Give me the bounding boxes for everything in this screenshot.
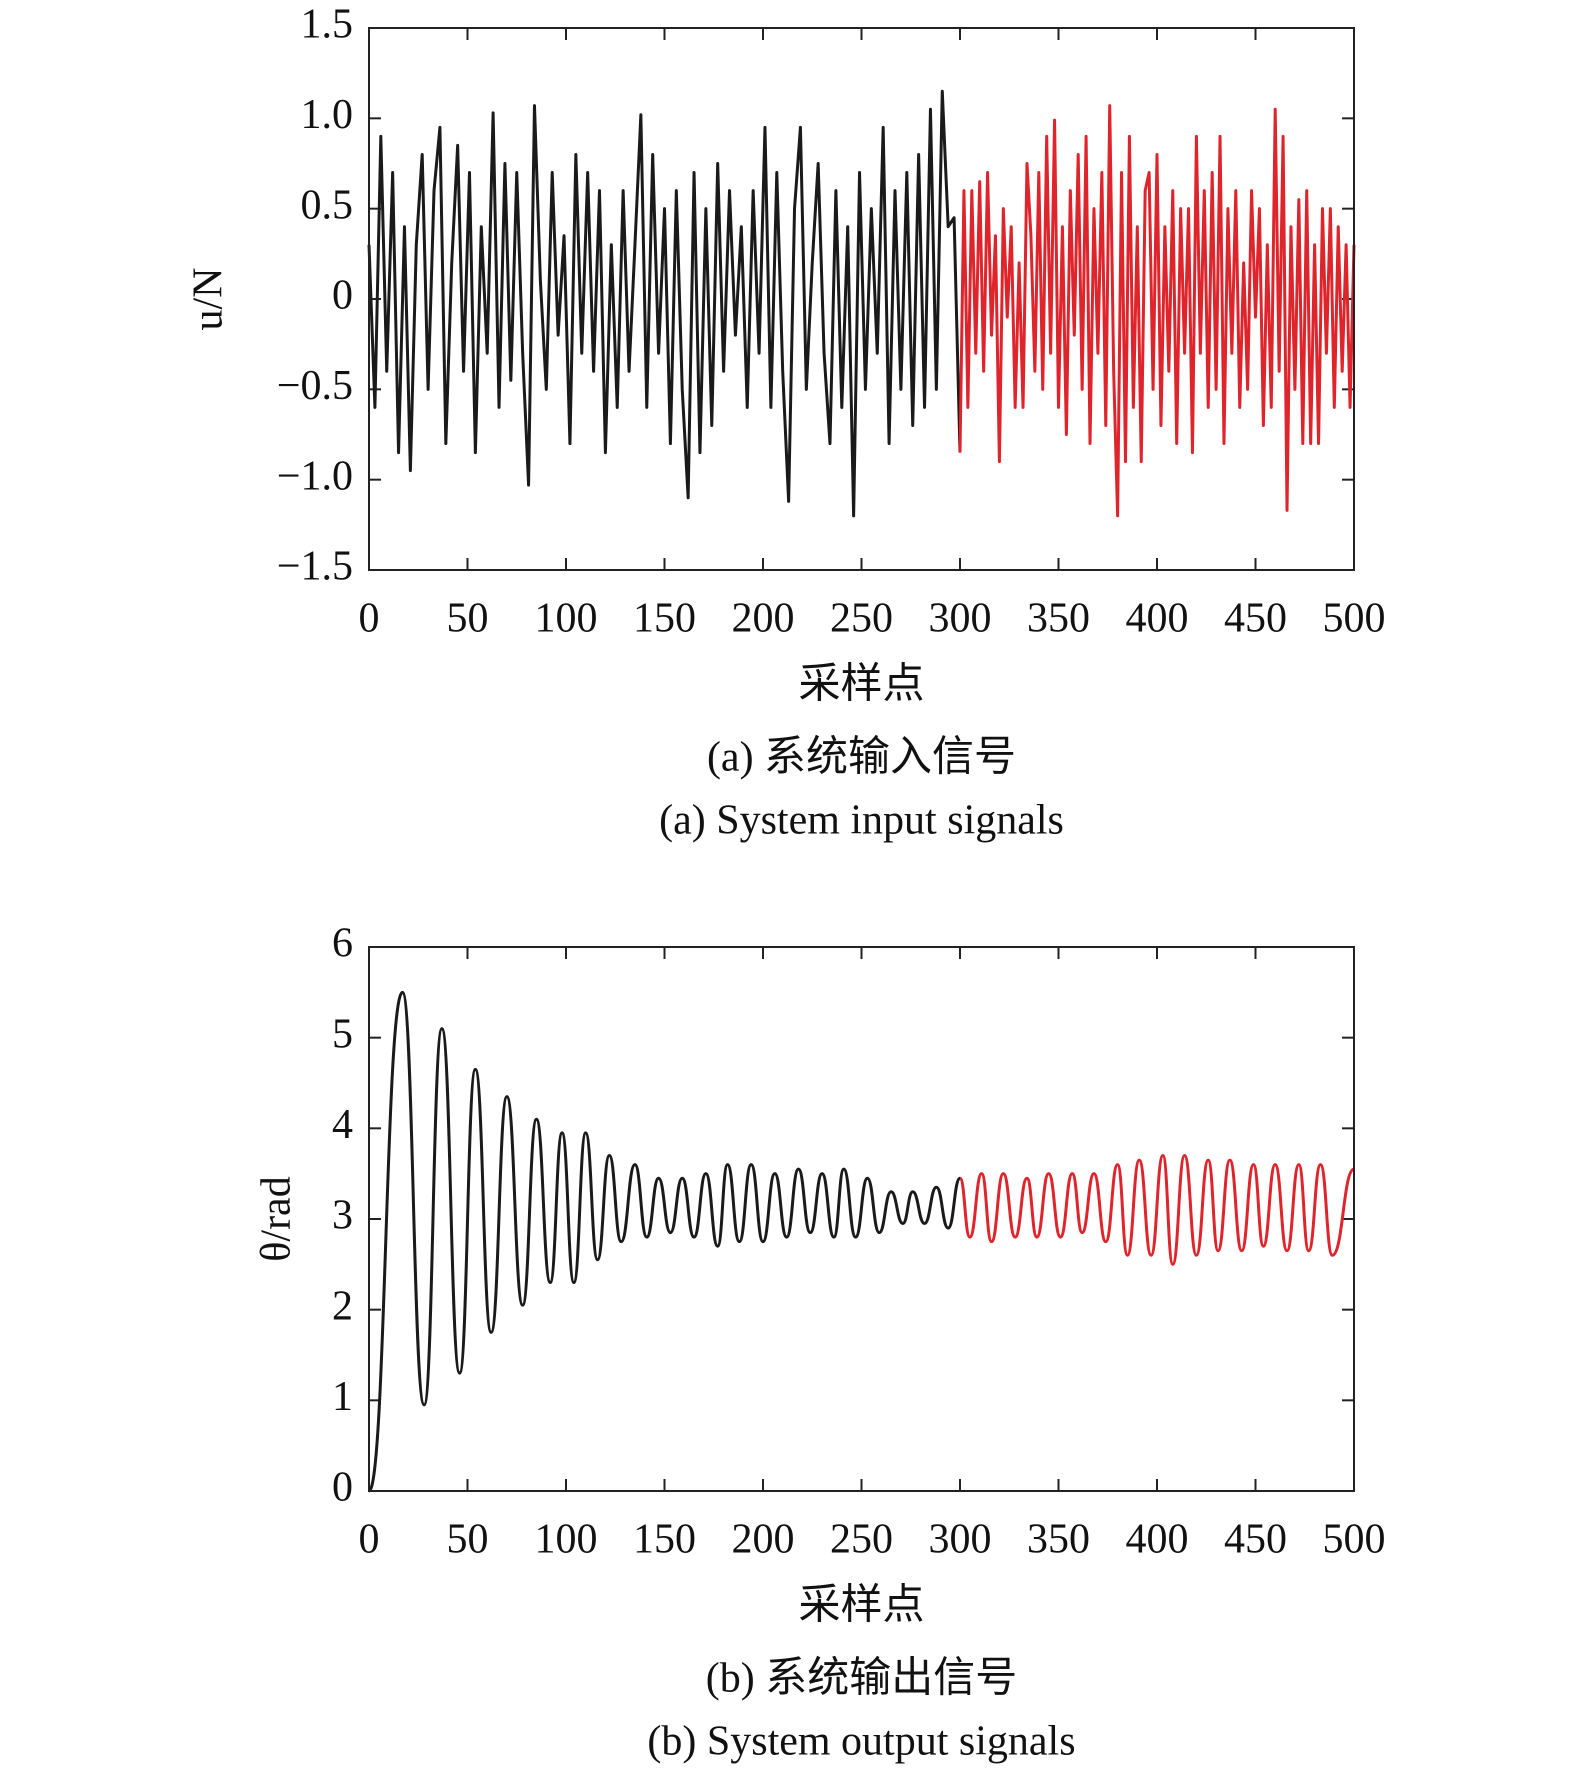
x-tick-label: 0: [359, 596, 380, 642]
x-tick-label: 150: [633, 596, 696, 642]
plot-frame: [368, 27, 1355, 571]
series-line: [958, 104, 1356, 518]
plot-frame: [368, 946, 1355, 1492]
x-tick-label: 200: [732, 1517, 795, 1563]
caption-english: (a) System input signals: [659, 798, 1064, 844]
caption-english: (b) System output signals: [647, 1719, 1075, 1765]
x-tick-label: 150: [633, 1517, 696, 1563]
x-tick-label: 450: [1224, 1517, 1287, 1563]
y-tick-label: 1: [332, 1374, 353, 1420]
y-tick-label: 0: [332, 273, 353, 319]
x-tick-label: 50: [447, 1517, 489, 1563]
x-tick-label: 300: [929, 1517, 992, 1563]
y-tick-label: 0: [332, 1465, 353, 1511]
x-tick-label: 500: [1323, 1517, 1386, 1563]
x-tick-label: 250: [830, 596, 893, 642]
y-tick-label: 1.5: [301, 2, 354, 48]
y-tick-label: 2: [332, 1283, 353, 1329]
caption: (b) 系统输出信号: [706, 1656, 1017, 1702]
y-tick-label: 0.5: [301, 182, 354, 228]
series-line: [958, 1154, 1355, 1266]
x-tick-label: 400: [1126, 1517, 1189, 1563]
series-line: [367, 89, 962, 518]
x-tick-label: 50: [447, 596, 489, 642]
y-tick-label: 6: [332, 921, 353, 967]
x-axis-label: 采样点: [798, 662, 924, 708]
caption: (a) 系统输入信号: [707, 735, 1016, 781]
y-tick-label: −1.0: [277, 453, 353, 499]
y-axis-label: u/N: [186, 268, 232, 331]
x-tick-label: 100: [535, 1517, 598, 1563]
x-tick-label: 250: [830, 1517, 893, 1563]
y-tick-label: 3: [332, 1193, 353, 1239]
x-tick-label: 500: [1323, 596, 1386, 642]
x-tick-label: 350: [1027, 596, 1090, 642]
x-tick-label: 0: [359, 1517, 380, 1563]
x-tick-label: 350: [1027, 1517, 1090, 1563]
x-tick-label: 200: [732, 596, 795, 642]
x-axis-label: 采样点: [798, 1583, 924, 1629]
y-tick-label: 5: [332, 1011, 353, 1057]
x-tick-label: 450: [1224, 596, 1287, 642]
series-line: [367, 990, 962, 1493]
x-tick-label: 100: [535, 596, 598, 642]
y-tick-label: −0.5: [277, 363, 353, 409]
x-tick-label: 400: [1126, 596, 1189, 642]
y-tick-label: 1.0: [301, 92, 354, 138]
y-tick-label: 4: [332, 1102, 353, 1148]
x-tick-label: 300: [929, 596, 992, 642]
y-axis-label: θ/rad: [254, 1176, 300, 1261]
y-tick-label: −1.5: [277, 544, 353, 590]
